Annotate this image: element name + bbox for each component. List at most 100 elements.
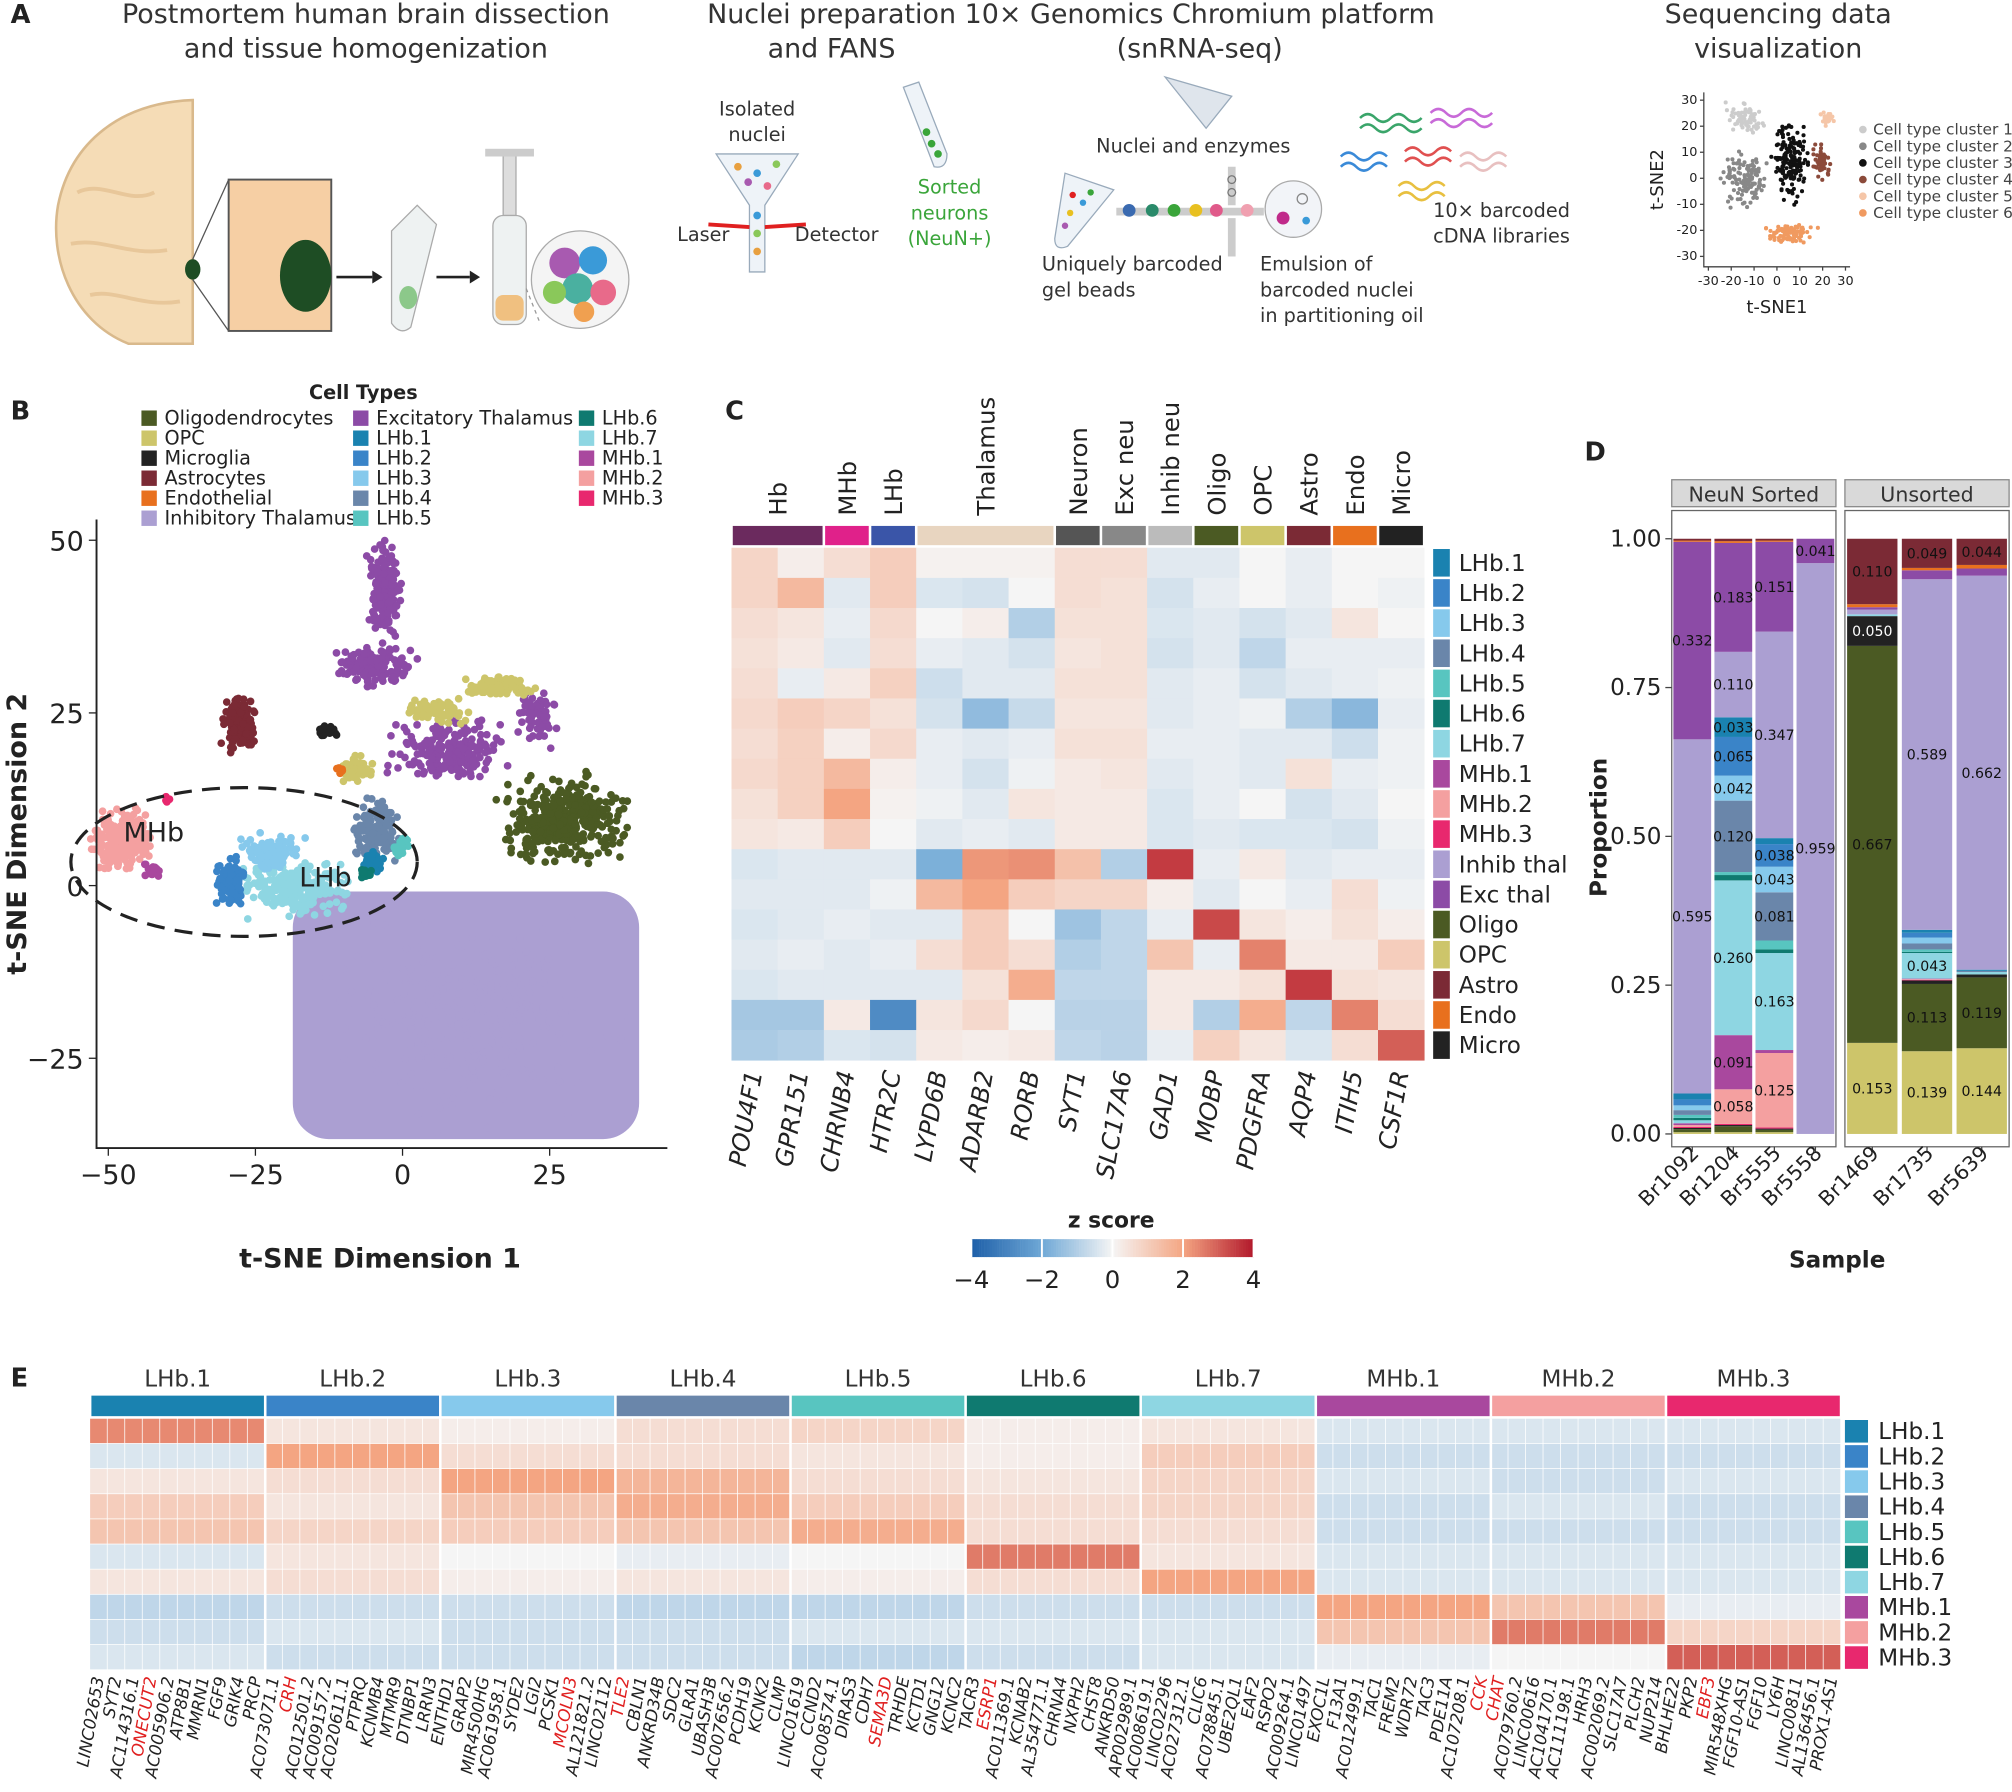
heatmap-cell: [405, 1544, 423, 1569]
illustration-label: Detector: [795, 223, 879, 246]
heatmap-cell: [808, 1594, 825, 1620]
heatmap-cell: [300, 1619, 317, 1645]
heatmap-cell: [632, 1469, 650, 1494]
heatmap-cell: [545, 1443, 563, 1469]
group-label: Endo: [1341, 454, 1370, 515]
scatter-point: [485, 1045, 493, 1054]
heatmap-cell: [731, 577, 779, 609]
heatmap-cell: [160, 1443, 177, 1469]
heatmap-cell: [772, 1494, 790, 1519]
heatmap-cell: [860, 1418, 878, 1444]
heatmap-cell: [1331, 849, 1379, 880]
heatmap-cell: [1285, 1030, 1333, 1061]
heatmap-cell: [1100, 668, 1148, 699]
scatter-point: [380, 806, 389, 815]
heatmap-cell: [1000, 1494, 1018, 1519]
colorbar-tick-label: 0: [1105, 1265, 1121, 1294]
heatmap-cell: [870, 758, 917, 790]
heatmap-cell: [1228, 1418, 1245, 1444]
scatter-point: [103, 825, 111, 834]
scatter-point: [528, 1071, 537, 1080]
heatmap-cell: [1100, 879, 1148, 910]
scatter-point: [623, 797, 632, 806]
heatmap-cell: [685, 1519, 703, 1544]
legend-label: LHb.2: [376, 447, 432, 470]
scatter-point: [403, 740, 412, 749]
heatmap-cell: [1008, 909, 1056, 940]
heatmap-cell: [1683, 1569, 1701, 1594]
colorbar-step: [1140, 1239, 1144, 1258]
scatter-point: [373, 568, 382, 576]
heatmap-cell: [1403, 1619, 1421, 1645]
scatter-point: [108, 842, 117, 850]
colorbar-step: [1045, 1239, 1049, 1258]
heatmap-cell: [1054, 758, 1102, 790]
heatmap-cell: [387, 1418, 405, 1444]
heatmap-cell: [1648, 1569, 1666, 1594]
scatter-point: [577, 808, 586, 817]
group-bar: [732, 525, 823, 546]
heatmap-cell: [282, 1418, 300, 1444]
scatter-point: [332, 898, 341, 907]
heatmap-cell: [615, 1619, 633, 1645]
heatmap-cell: [1350, 1443, 1368, 1469]
scatter-point: [391, 632, 400, 640]
scatter-point: [264, 892, 273, 901]
heatmap-cell: [90, 1443, 107, 1469]
scatter-point: [417, 762, 425, 770]
heatmap-cell: [1385, 1443, 1403, 1469]
scatter-point: [336, 996, 345, 1005]
colorbar-step: [1099, 1239, 1103, 1258]
scatter-point: [605, 817, 614, 826]
scatter-point: [512, 970, 521, 978]
heatmap-cell: [930, 1544, 948, 1569]
colorbar-step: [1061, 1239, 1064, 1258]
scatter-point: [1785, 230, 1790, 235]
colorbar-step: [1084, 1239, 1088, 1258]
heatmap-cell: [142, 1619, 160, 1645]
scatter-point: [1820, 177, 1825, 182]
heatmap-cell: [335, 1519, 352, 1544]
heatmap-cell: [492, 1544, 510, 1569]
scatter-point: [370, 919, 378, 927]
heatmap-cell: [895, 1494, 913, 1519]
heatmap-cell: [1280, 1494, 1298, 1519]
scatter-point: [493, 1084, 502, 1093]
value-label: 0.065: [1713, 749, 1753, 765]
scatter-point: [1785, 237, 1790, 242]
heatmap-cell: [731, 788, 779, 820]
scatter-point: [1797, 169, 1802, 174]
heatmap-cell: [1123, 1544, 1140, 1569]
heatmap-cell: [265, 1519, 282, 1544]
heatmap-cell: [1333, 1594, 1351, 1620]
heatmap-cell: [1578, 1469, 1596, 1494]
scatter-point: [492, 734, 501, 742]
scatter-point: [377, 600, 385, 609]
scatter-point: [460, 1085, 468, 1093]
scatter-point: [1739, 192, 1745, 197]
cluster-label: LHb.1: [144, 1367, 211, 1393]
colorbar-step: [1102, 1239, 1106, 1258]
scatter-point: [1778, 177, 1783, 182]
heatmap-cell: [405, 1418, 423, 1444]
scatter-point: [608, 840, 617, 848]
heatmap-cell: [90, 1569, 107, 1594]
heatmap-cell: [1560, 1519, 1578, 1544]
scatter-point: [424, 1063, 433, 1071]
heatmap-cell: [142, 1469, 160, 1494]
scatter-point: [421, 1009, 430, 1018]
heatmap-cell: [475, 1443, 493, 1469]
heatmap-cell: [755, 1619, 773, 1645]
heatmap-cell: [1613, 1569, 1631, 1594]
row-color: [1433, 971, 1450, 999]
scatter-point: [525, 734, 534, 743]
row-label: LHb.6: [1459, 702, 1526, 728]
scatter-point: [425, 747, 434, 756]
scatter-point: [589, 807, 597, 816]
heatmap-cell: [1239, 668, 1287, 699]
scatter-point: [114, 860, 123, 868]
heatmap-cell: [965, 1619, 983, 1645]
heatmap-cell: [492, 1418, 510, 1444]
scatter-point: [1746, 124, 1751, 129]
legend-label: Cell type cluster 1: [1873, 121, 2012, 139]
